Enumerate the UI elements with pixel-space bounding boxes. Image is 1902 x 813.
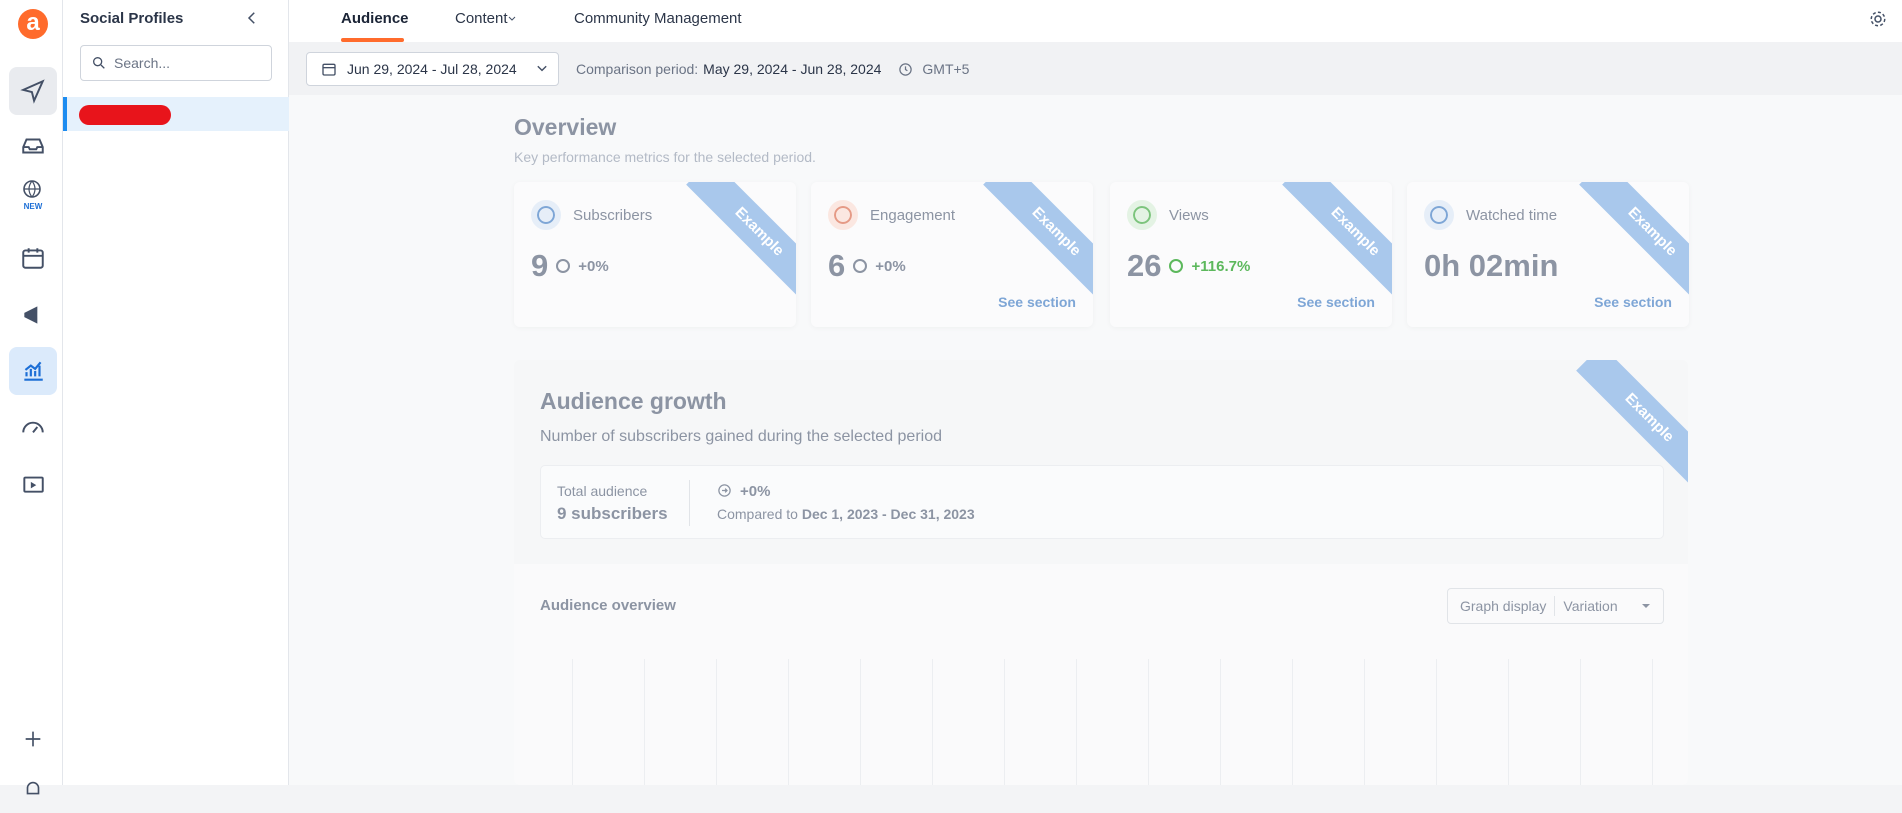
metric-icon [1127,200,1157,230]
tab[interactable]: Audience [341,10,409,27]
date-picker[interactable]: Jun 29, 2024 - Jul 28, 2024 [306,52,559,86]
change-icon [556,259,571,273]
section-subtitle: Number of subscribers gained during the … [540,428,943,445]
metric-change: +0% [578,257,609,275]
metric-value: 9 [531,248,549,283]
metric-card: Example Watched time 0h 02min See section [1407,182,1689,327]
logo[interactable]: a [9,0,57,48]
change-icon [718,484,731,497]
metric-row: 9 +0% [531,248,609,284]
metric-row: 26 +116.7% [1127,248,1250,284]
redaction [79,105,171,125]
metric-value: 26 [1127,248,1162,283]
date-range: Jun 29, 2024 - Jul 28, 2024 [347,61,517,77]
compared-range: Dec 1, 2023 - Dec 31, 2023 [801,506,975,522]
metric-change: +116.7% [1191,257,1251,275]
comparison-range: May 29, 2024 - Jun 28, 2024 [703,61,882,77]
settings-icon[interactable] [1869,10,1887,28]
graph-display-select[interactable]: Graph display Variation [1447,588,1664,624]
add-icon[interactable] [9,715,57,763]
calendar-icon[interactable] [9,234,57,282]
see-section-link[interactable]: See section [1594,294,1672,310]
change: +0% [740,483,771,500]
example-ribbon: Example [1282,182,1392,305]
top-tabs: Audience Content Community Management [289,0,1902,42]
audience-growth-panel: Example Audience growth Number of subscr… [514,360,1688,785]
total-value: 9 subscribers [557,504,668,523]
comparison-label: Comparison period: [576,61,699,77]
publish-icon[interactable] [9,67,57,115]
search-input[interactable]: Search... [80,45,272,81]
active-tab-indicator [341,38,404,42]
filter-bar: Jun 29, 2024 - Jul 28, 2024 Comparison p… [289,42,1902,95]
metric-change: +0% [875,257,906,275]
metric-value: 6 [828,248,846,283]
analytics-icon[interactable] [9,347,57,395]
metric-card: Example Subscribers 9 +0% [514,182,796,327]
metric-label: Engagement [870,207,956,224]
listening-icon[interactable]: NEW [9,170,57,218]
metric-row: 0h 02min [1424,248,1558,284]
chart-title: Audience overview [540,597,676,614]
tab[interactable]: Content [455,10,508,27]
new-badge: NEW [23,201,43,211]
metric-row: 6 +0% [828,248,906,284]
metric-value: 0h 02min [1424,248,1559,283]
see-section-link[interactable]: See section [998,294,1076,310]
compared-label: Compared to [717,506,798,522]
metric-label: Subscribers [573,207,653,224]
example-ribbon: Example [983,182,1093,305]
metric-icon [1424,200,1454,230]
overview-chart-area: Audience overview Graph display Variation [514,564,1688,785]
metric-icon [828,200,858,230]
metric-label: Watched time [1466,207,1558,224]
reports-icon[interactable] [9,403,57,451]
metric-label: Views [1169,207,1209,224]
example-ribbon: Example [686,182,796,305]
see-section-link[interactable]: See section [1297,294,1375,310]
example-ribbon: Example [1579,182,1689,305]
ads-icon[interactable] [9,291,57,339]
icon-rail: a NEW [0,0,63,795]
media-icon[interactable] [9,459,57,507]
collapse-button[interactable] [243,9,261,27]
overview-subtitle: Key performance metrics for the selected… [514,149,816,165]
divider [689,480,690,526]
inbox-icon[interactable] [9,122,57,170]
dropdown-caret [508,16,516,21]
profile-row[interactable] [63,97,289,131]
change-icon [1169,259,1184,273]
graph-display-value: Variation [1563,598,1618,614]
graph-display-label: Graph display [1460,598,1547,614]
search-placeholder: Search... [114,55,171,71]
section-title: Audience growth [540,388,727,414]
timezone: GMT+5 [922,61,970,77]
summary-box: Total audience 9 subscribers +0% Compare… [540,465,1664,539]
tab[interactable]: Community Management [574,10,742,27]
page: a NEW Social Profiles Search... Audience… [0,0,1902,795]
bell-icon[interactable] [9,765,57,813]
metric-card: Example Views 26 +116.7% See section [1110,182,1392,327]
overview-title: Overview [514,114,617,140]
metric-icon [531,200,561,230]
logo-mark: a [18,9,48,39]
panel-title: Social Profiles [80,10,184,27]
change-icon [853,259,868,273]
total-label: Total audience [557,483,648,499]
profiles-panel: Social Profiles Search... [63,0,289,785]
metric-card: Example Engagement 6 +0% See section [811,182,1093,327]
chart-grid [572,659,1672,785]
